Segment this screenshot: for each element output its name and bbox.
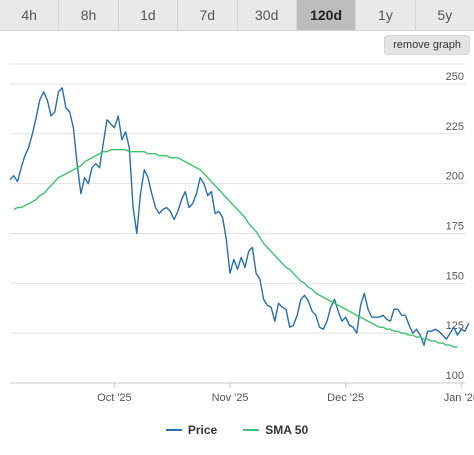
legend-item-sma[interactable]: SMA 50 (243, 421, 308, 439)
y-tick-label: 100 (446, 370, 464, 382)
y-tick-label: 200 (446, 171, 464, 183)
chart-legend: Price SMA 50 (0, 421, 474, 439)
legend-label-sma: SMA 50 (265, 423, 309, 437)
remove-graph-button[interactable]: remove graph (384, 35, 470, 55)
tab-1y[interactable]: 1y (356, 0, 416, 30)
legend-swatch-price (165, 429, 182, 431)
tab-1d[interactable]: 1d (119, 0, 179, 30)
y-tick-label: 125 (446, 320, 464, 332)
x-tick-label: Jan '26 (444, 392, 474, 404)
x-tick-label: Dec '25 (327, 392, 364, 404)
x-tick-label: Nov '25 (212, 392, 249, 404)
tab-30d[interactable]: 30d (238, 0, 297, 30)
tab-5y[interactable]: 5y (437, 7, 453, 23)
legend-label-price: Price (187, 423, 218, 437)
y-tick-label: 225 (446, 121, 464, 133)
tab-4h[interactable]: 4h (0, 0, 60, 30)
x-tick-label: Oct '25 (97, 392, 132, 404)
tab-7d[interactable]: 7d (178, 0, 238, 30)
sma-50-series-line (13, 148, 458, 348)
legend-item-price[interactable]: Price (165, 421, 218, 439)
tab-8h[interactable]: 8h (59, 0, 119, 30)
legend-swatch-sma (243, 429, 260, 431)
timeframe-tabs: 4h 8h 1d 7d 30d 120d 1y 5y (0, 0, 474, 31)
y-tick-label: 250 (446, 71, 464, 83)
y-tick-label: 175 (446, 220, 464, 232)
price-series-line (9, 87, 470, 346)
y-tick-label: 150 (446, 270, 464, 282)
tab-120d[interactable]: 120d (296, 0, 357, 30)
